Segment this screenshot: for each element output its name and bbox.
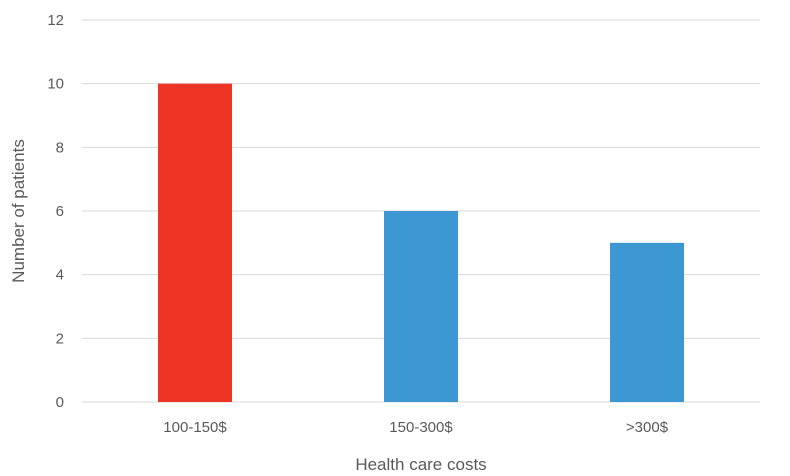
bars bbox=[158, 83, 684, 403]
bar bbox=[610, 242, 684, 402]
x-tick-label: 150-300$ bbox=[389, 419, 453, 436]
y-tick-label: 2 bbox=[56, 330, 64, 347]
y-tick-label: 0 bbox=[56, 394, 64, 411]
y-axis-title: Number of patients bbox=[9, 139, 28, 283]
y-tick-label: 8 bbox=[56, 139, 64, 156]
bar bbox=[158, 83, 232, 403]
y-tick-label: 10 bbox=[47, 76, 64, 93]
x-tick-label: >300$ bbox=[626, 419, 669, 436]
x-axis-title: Health care costs bbox=[355, 455, 486, 474]
y-tick-label: 12 bbox=[47, 12, 64, 29]
x-tick-label: 100-150$ bbox=[163, 419, 227, 436]
bar bbox=[384, 211, 458, 402]
y-tick-label: 4 bbox=[56, 267, 64, 284]
x-axis-ticks: 100-150$ 150-300$ >300$ bbox=[163, 419, 668, 436]
y-axis-ticks: 0 2 4 6 8 10 12 bbox=[47, 12, 64, 411]
y-tick-label: 6 bbox=[56, 203, 64, 220]
